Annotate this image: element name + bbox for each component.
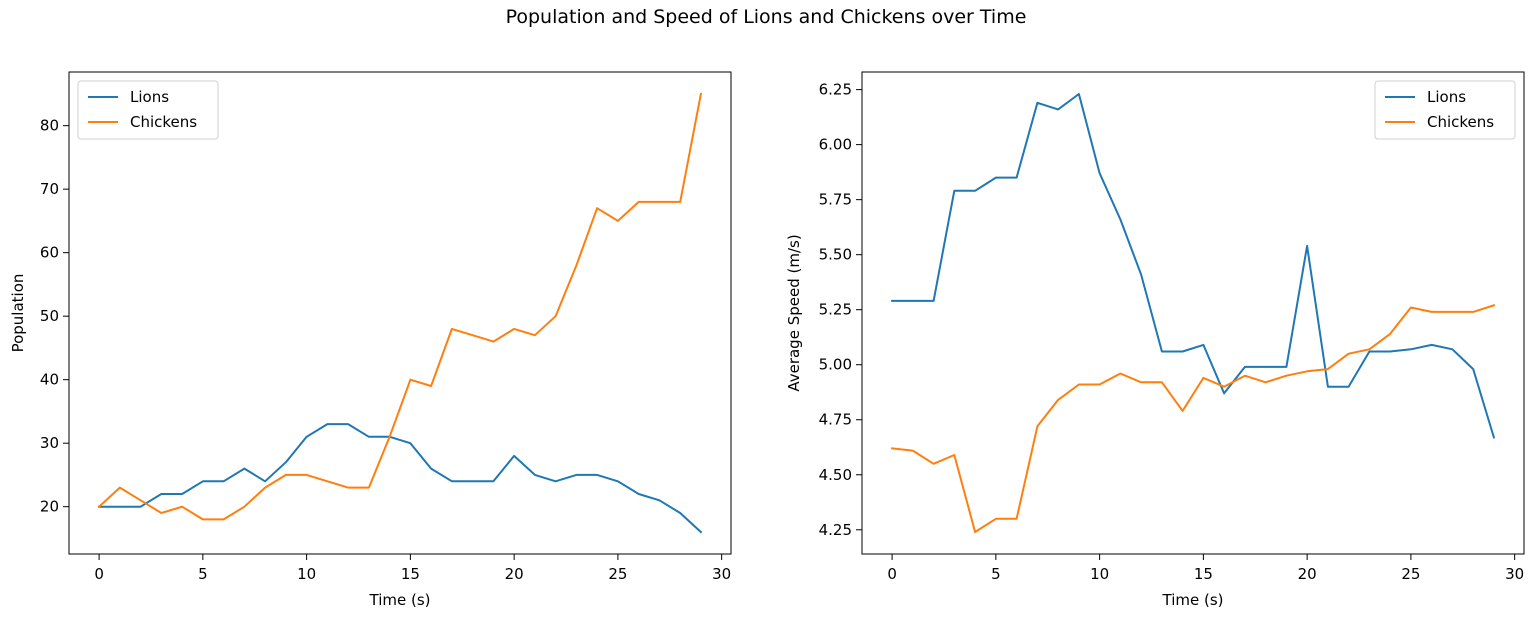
y-tick-label: 80 xyxy=(40,117,59,135)
y-tick-label: 4.25 xyxy=(819,521,852,539)
y-tick-label: 30 xyxy=(40,434,59,452)
series-line-lions xyxy=(891,93,1496,439)
y-tick-label: 6.25 xyxy=(819,81,852,99)
x-tick-label: 10 xyxy=(1090,565,1109,583)
x-tick-label: 30 xyxy=(712,565,731,583)
figure-title: Population and Speed of Lions and Chicke… xyxy=(505,6,1027,28)
x-tick-label: 25 xyxy=(608,565,627,583)
y-axis-label: Average Speed (m/s) xyxy=(785,234,803,391)
x-tick-label: 10 xyxy=(297,565,316,583)
y-tick-label: 50 xyxy=(40,307,59,325)
x-tick-label: 25 xyxy=(1401,565,1420,583)
series-line-chickens xyxy=(97,92,703,521)
y-tick-label: 5.50 xyxy=(819,246,852,264)
y-tick-label: 5.25 xyxy=(819,301,852,319)
x-tick-label: 5 xyxy=(198,565,208,583)
x-axis-label: Time (s) xyxy=(369,591,431,609)
series-line-lions xyxy=(98,423,703,534)
axes-frame xyxy=(68,71,732,555)
y-tick-label: 70 xyxy=(40,180,59,198)
legend-box xyxy=(1374,80,1516,140)
x-tick-label: 5 xyxy=(991,565,1001,583)
series-line-chickens xyxy=(890,304,1496,533)
x-axis-label: Time (s) xyxy=(1162,591,1224,609)
y-tick-label: 5.00 xyxy=(819,356,852,374)
x-tick-label: 0 xyxy=(887,565,897,583)
axes-frame xyxy=(861,71,1525,555)
y-axis-label: Population xyxy=(9,274,27,353)
x-tick-label: 20 xyxy=(1298,565,1317,583)
legend-label-chickens: Chickens xyxy=(130,113,197,131)
x-tick-label: 30 xyxy=(1505,565,1524,583)
y-tick-label: 20 xyxy=(40,498,59,516)
x-tick-label: 15 xyxy=(401,565,420,583)
x-tick-label: 20 xyxy=(505,565,524,583)
legend-label-chickens: Chickens xyxy=(1427,113,1494,131)
y-tick-label: 40 xyxy=(40,371,59,389)
y-tick-label: 4.75 xyxy=(819,411,852,429)
legend-label-lions: Lions xyxy=(130,88,169,106)
x-tick-label: 15 xyxy=(1194,565,1213,583)
speed-chart: 0 5 10 15 20 25 30 4.25 4.50 4.75 5.00 5.25 5.50 5.75… xyxy=(785,71,1525,609)
y-tick-label: 4.50 xyxy=(819,466,852,484)
y-tick-label: 60 xyxy=(40,244,59,262)
legend-box xyxy=(77,80,219,140)
x-tick-label: 0 xyxy=(94,565,104,583)
legend-label-lions: Lions xyxy=(1427,88,1466,106)
y-tick-label: 5.75 xyxy=(819,191,852,209)
population-chart: 0 5 10 15 20 25 30 20 30 40 50 60 70 80 Time (s) Popula… xyxy=(9,71,732,609)
y-tick-label: 6.00 xyxy=(819,136,852,154)
